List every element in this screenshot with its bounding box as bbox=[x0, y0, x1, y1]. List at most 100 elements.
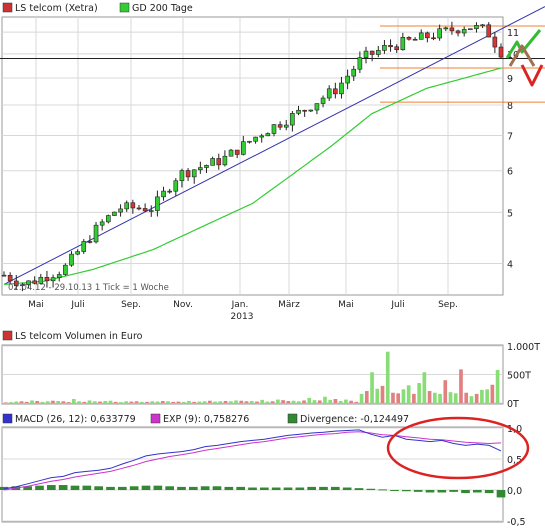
candle-body bbox=[118, 208, 123, 213]
price-x-ticks: Mai Juli Sep. Nov. Jan. März Mai Juli Sep. bbox=[28, 300, 458, 310]
exp-line bbox=[3, 431, 502, 491]
volume-bar bbox=[448, 392, 453, 403]
volume-title: LS telcom Volumen in Euro bbox=[15, 331, 143, 342]
divergence-bar bbox=[283, 487, 293, 490]
volume-bar bbox=[45, 401, 50, 403]
volume-bar bbox=[459, 369, 463, 403]
volume-bar bbox=[427, 391, 432, 403]
volume-bar bbox=[333, 399, 338, 403]
candle-body bbox=[290, 113, 295, 126]
volume-bar bbox=[4, 402, 8, 403]
candle-body bbox=[112, 211, 117, 216]
candle-body bbox=[326, 88, 332, 99]
volume-bar bbox=[51, 400, 55, 403]
volume-bar bbox=[35, 401, 40, 403]
divergence-bar bbox=[271, 487, 281, 490]
candle-body bbox=[247, 140, 252, 143]
divergence-bar bbox=[330, 486, 340, 490]
candle-body bbox=[185, 170, 191, 178]
volume-bar bbox=[438, 393, 442, 403]
divergence-bar bbox=[496, 490, 506, 498]
volume-bar bbox=[495, 369, 500, 403]
candle-body bbox=[173, 180, 179, 192]
candle-body bbox=[455, 30, 461, 34]
candle-body bbox=[486, 24, 492, 38]
candle-body bbox=[283, 124, 289, 128]
volume-bar bbox=[87, 400, 92, 403]
volume-bar bbox=[490, 384, 495, 403]
divergence-bar bbox=[437, 490, 447, 493]
volume-bar bbox=[124, 401, 128, 403]
legend-swatch-macd bbox=[2, 413, 13, 424]
volume-bar bbox=[380, 385, 385, 403]
volume-bar bbox=[103, 401, 108, 403]
volume-bar bbox=[202, 401, 207, 403]
volume-bar bbox=[255, 401, 259, 403]
candle-body bbox=[400, 37, 406, 50]
legend-swatch-exp bbox=[150, 413, 161, 424]
year-label: 2013 bbox=[231, 312, 254, 322]
candle-body bbox=[99, 221, 105, 226]
volume-bar bbox=[98, 401, 102, 403]
candle-body bbox=[443, 27, 449, 30]
divergence-bar bbox=[342, 487, 352, 490]
candle-body bbox=[468, 28, 473, 31]
divergence-bar bbox=[413, 490, 423, 492]
volume-bar bbox=[338, 401, 343, 403]
volume-bar bbox=[265, 401, 270, 403]
candle-body bbox=[20, 284, 25, 287]
candle-body bbox=[412, 38, 418, 41]
candle-body bbox=[339, 82, 344, 95]
price-x-tick-label: Jan. bbox=[231, 300, 249, 310]
volume-bar bbox=[244, 401, 249, 403]
volume-bar bbox=[187, 401, 191, 403]
volume-bar bbox=[150, 401, 155, 403]
volume-y-tick-label: 500T bbox=[507, 371, 531, 382]
macd-y-tick-label: 0,5 bbox=[507, 455, 522, 466]
candle-body bbox=[382, 45, 387, 51]
up-arrow-icon bbox=[505, 29, 542, 59]
candle-body bbox=[480, 24, 485, 27]
volume-bar bbox=[171, 401, 176, 403]
divergence-bar bbox=[177, 486, 186, 490]
candle-body bbox=[461, 29, 467, 34]
price-y-ticks: 4 5 6 7 8 9 10 11 bbox=[507, 28, 519, 270]
price-x-tick-label: Sep. bbox=[121, 300, 141, 310]
divergence-bar bbox=[425, 490, 435, 493]
candle-body bbox=[259, 135, 265, 138]
info-text: 02.04.12 - 29.10.13 1 Tick = 1 Woche bbox=[8, 283, 169, 293]
divergence-bar bbox=[319, 486, 328, 490]
divergence-bar bbox=[46, 485, 56, 490]
candle-body bbox=[437, 28, 442, 39]
candle-body bbox=[363, 50, 369, 58]
volume-bar bbox=[464, 392, 469, 403]
candle-body bbox=[333, 88, 338, 95]
divergence-bar bbox=[200, 486, 210, 490]
candle-body bbox=[357, 57, 363, 70]
divergence-bar bbox=[461, 490, 470, 494]
volume-bar bbox=[9, 402, 13, 403]
candle-body bbox=[198, 167, 203, 171]
volume-bar bbox=[19, 401, 24, 403]
candle-body bbox=[314, 103, 320, 111]
volume-bar bbox=[307, 397, 312, 403]
legend-gd200-label: GD 200 Tage bbox=[132, 3, 193, 14]
candle-body bbox=[296, 109, 301, 114]
volume-bar bbox=[30, 400, 34, 403]
candle-body bbox=[394, 46, 399, 50]
gd200-line bbox=[3, 67, 502, 285]
volume-y-tick-label: 0T bbox=[507, 399, 519, 410]
price-y-tick-label: 8 bbox=[507, 101, 513, 112]
divergence-bar bbox=[117, 486, 127, 490]
legend-swatch-divergence bbox=[287, 413, 298, 424]
divergence-bar bbox=[449, 490, 459, 492]
volume-bar bbox=[385, 351, 390, 403]
sideways-arrow-icon bbox=[508, 44, 536, 67]
volume-bar bbox=[401, 389, 406, 403]
candle-body bbox=[418, 32, 424, 40]
candle-body bbox=[216, 158, 222, 166]
volume-bar bbox=[281, 400, 285, 403]
volume-bar bbox=[480, 389, 484, 403]
candle-body bbox=[87, 241, 93, 243]
candle-body bbox=[44, 276, 50, 282]
